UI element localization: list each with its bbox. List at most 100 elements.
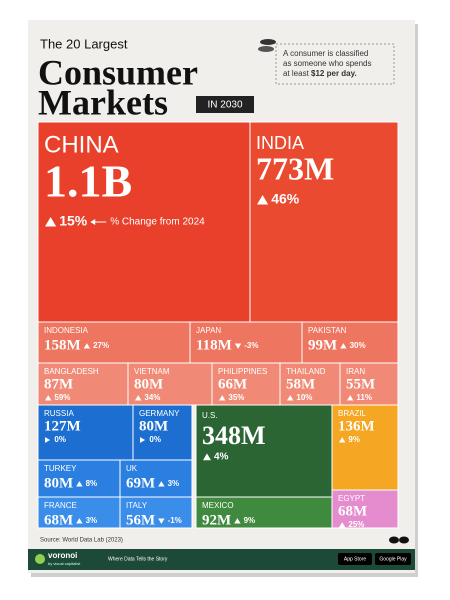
change-label: 8% [86, 479, 98, 488]
cell-name: INDIA [256, 133, 304, 153]
cell-value: 118M [196, 337, 232, 353]
cell-name: ITALY [126, 501, 148, 510]
cell [331, 489, 399, 529]
title-small: The 20 Largest [40, 36, 128, 51]
cell-name: TURKEY [44, 464, 77, 473]
store-label[interactable]: Google Play [379, 556, 407, 562]
change-arrow [203, 453, 211, 461]
cell-name: THAILAND [286, 367, 326, 376]
change-label: 11% [356, 393, 372, 402]
cell-value: 1.1B [44, 156, 132, 207]
change-label: 4% [214, 452, 229, 463]
cell [119, 459, 193, 498]
brand: voronoi [48, 551, 77, 560]
mustache-icon [389, 536, 409, 544]
change-label: -3% [244, 341, 258, 350]
change-label: 0% [54, 435, 66, 444]
cell-name: BANGLADESH [44, 367, 99, 376]
cell [119, 496, 193, 529]
change-label: 3% [168, 479, 180, 488]
cell-name: BRAZIL [338, 409, 367, 418]
note: as someone who spends [283, 59, 372, 68]
cell-name: EGYPT [338, 494, 365, 503]
change-arrow [76, 518, 83, 524]
cell-name: PAKISTAN [308, 326, 347, 335]
cell-value: 99M [308, 337, 337, 353]
cell-value: 55M [346, 376, 375, 392]
cell [127, 362, 213, 406]
change-label: 0% [149, 435, 161, 444]
note: at least $12 per day. [283, 69, 357, 78]
change-arrow [234, 518, 241, 524]
cell-name: GERMANY [139, 409, 180, 418]
cell-value: 58M [286, 376, 315, 392]
change-arrow [158, 481, 165, 487]
cell-value: 66M [218, 376, 247, 392]
cell [331, 404, 399, 491]
change-label: 30% [350, 341, 366, 350]
change-arrow [340, 343, 347, 349]
store-button[interactable] [338, 553, 372, 565]
change-label: -1% [168, 516, 182, 525]
cell [249, 121, 399, 323]
note: A consumer is classified [283, 49, 368, 58]
cell-value: 92M [202, 512, 231, 528]
store-label[interactable]: App Store [344, 556, 366, 562]
cell-value: 348M [202, 421, 266, 450]
change-arrow [83, 343, 91, 349]
cell-value: 773M [256, 150, 334, 186]
cell-name: IRAN [346, 367, 365, 376]
cell-name: CHINA [44, 131, 119, 158]
badge [196, 96, 254, 113]
change-arrow [45, 216, 57, 227]
change-arrow [158, 518, 165, 524]
store-button[interactable] [375, 553, 411, 565]
change-label: 59% [54, 393, 70, 402]
note-emphasis: $12 per day. [311, 69, 357, 78]
change-arrow [257, 194, 269, 205]
change-label: 9% [348, 435, 360, 444]
cell [132, 404, 193, 461]
badge-text: IN 2030 [207, 100, 242, 111]
annotation-arrow [90, 219, 96, 225]
change-arrow [339, 437, 346, 443]
footer [28, 549, 415, 570]
change-label: 25% [348, 520, 364, 529]
change-arrow [234, 343, 242, 349]
cell-value: 68M [44, 512, 73, 528]
cell-name: MEXICO [202, 501, 234, 510]
brand-sub: by visual capitalist [48, 561, 81, 566]
tagline: Where Data Tells the Story [108, 556, 168, 562]
cell-value: 158M [44, 337, 81, 353]
cell [37, 362, 129, 406]
cell [37, 404, 134, 461]
change-arrow [45, 395, 52, 401]
note: at least [283, 69, 310, 78]
cell-value: 127M [44, 418, 81, 434]
cell-value: 68M [338, 503, 367, 519]
cell-name: INDONESIA [44, 326, 89, 335]
change-label: 27% [93, 341, 109, 350]
change-arrow [45, 437, 51, 443]
change-arrow [76, 481, 83, 487]
cell-name: UK [126, 464, 138, 473]
cell-name: FRANCE [44, 501, 77, 510]
cell [301, 321, 399, 364]
change-arrow [219, 395, 226, 401]
cell-name: JAPAN [196, 326, 221, 335]
cell-value: 80M [44, 475, 73, 491]
change-label: 3% [86, 516, 98, 525]
note-box [275, 43, 395, 85]
cell [195, 404, 333, 498]
change-label: 9% [244, 516, 256, 525]
change-annotation: % Change from 2024 [110, 217, 205, 228]
change-label: 15% [59, 213, 88, 229]
cell [195, 496, 333, 529]
brand-logo [35, 554, 45, 564]
cell-value: 56M [126, 512, 155, 528]
cell-name: PHILIPPINES [218, 367, 267, 376]
coin-icon [258, 39, 276, 52]
